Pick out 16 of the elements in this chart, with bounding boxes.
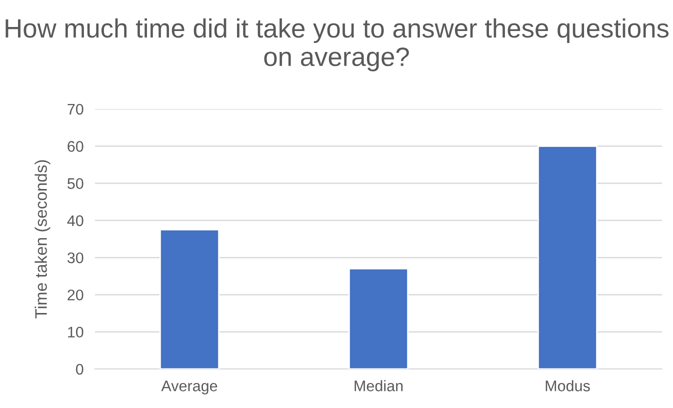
y-axis-title: Time taken (seconds) xyxy=(34,160,50,318)
bar xyxy=(348,268,408,369)
y-tick-label: 70 xyxy=(68,104,84,115)
y-tick-label: 0 xyxy=(76,364,84,375)
y-tick-label: 10 xyxy=(68,326,84,338)
y-tick-label: 30 xyxy=(67,252,84,264)
x-tick-label: Median xyxy=(354,380,403,392)
y-tick-label: 60 xyxy=(68,141,84,152)
bar xyxy=(160,229,220,369)
x-tick-label: Modus xyxy=(546,380,590,392)
y-tick-label: 50 xyxy=(68,178,84,189)
y-tick-label: 40 xyxy=(67,215,84,226)
bar xyxy=(538,145,598,369)
chart-title: How much time did it take you to answer these questions on average? xyxy=(6,18,669,72)
x-tick-label: Average xyxy=(161,380,218,394)
y-tick-label: 20 xyxy=(68,290,84,300)
